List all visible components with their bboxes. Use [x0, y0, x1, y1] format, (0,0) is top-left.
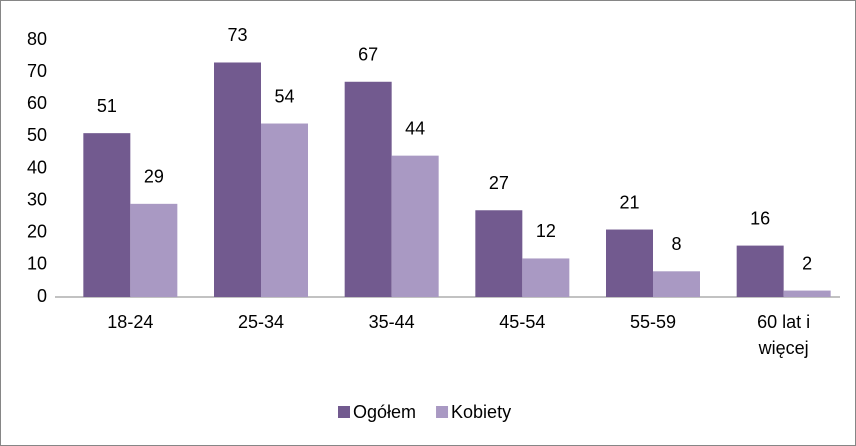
data-label: 12: [536, 221, 556, 241]
data-label: 54: [274, 86, 294, 106]
bar: [522, 258, 570, 297]
data-label: 29: [144, 167, 164, 187]
data-label: 16: [750, 208, 770, 228]
y-tick-label: 40: [27, 157, 47, 177]
data-label: 73: [227, 25, 247, 45]
y-tick-label: 50: [27, 125, 47, 145]
bar: [344, 81, 392, 297]
y-tick-label: 30: [27, 189, 47, 209]
x-tick-label: 35-44: [369, 312, 415, 332]
data-label: 21: [619, 192, 639, 212]
legend-swatch: [338, 406, 350, 418]
legend-label: Kobiety: [451, 402, 511, 422]
bar: [783, 290, 831, 297]
y-tick-label: 80: [27, 29, 47, 49]
data-label: 8: [671, 234, 681, 254]
y-tick-label: 20: [27, 222, 47, 242]
y-tick-label: 10: [27, 254, 47, 274]
bar: [736, 245, 784, 297]
bar: [130, 203, 178, 297]
data-label: 2: [802, 253, 812, 273]
data-label: 44: [405, 118, 425, 138]
legend-label: Ogółem: [353, 402, 416, 422]
x-tick-label: 60 lat i więcej: [757, 312, 810, 358]
bar: [261, 123, 308, 298]
bar: [391, 155, 439, 297]
bar: [83, 133, 131, 297]
y-tick-label: 70: [27, 61, 47, 81]
y-tick-label: 60: [27, 93, 47, 113]
bar: [653, 271, 700, 297]
data-label: 67: [358, 45, 378, 65]
x-tick-label: 45-54: [499, 312, 545, 332]
bar: [475, 210, 523, 297]
x-tick-label: 25-34: [238, 312, 284, 332]
legend-swatch: [436, 406, 449, 418]
bar: [214, 62, 261, 297]
data-label: 51: [97, 96, 117, 116]
bar: [606, 229, 653, 297]
data-label: 27: [489, 173, 509, 193]
x-tick-label: 18-24: [107, 312, 153, 332]
x-tick-label: 55-59: [630, 312, 676, 332]
y-tick-label: 0: [37, 286, 47, 306]
